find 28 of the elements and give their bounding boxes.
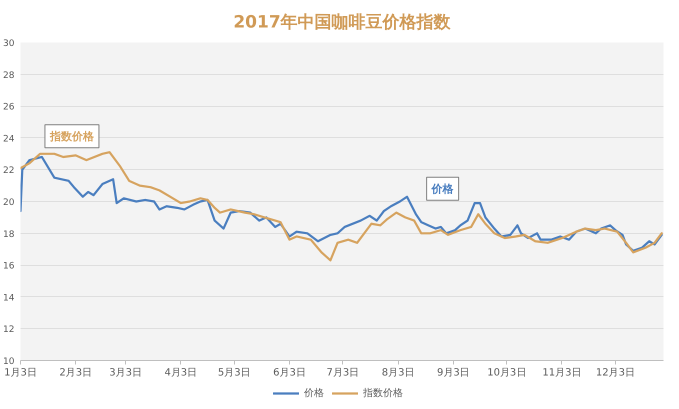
- y-tick-label: 18: [3, 230, 15, 240]
- x-tick-label: 4月3日: [164, 368, 198, 378]
- x-tick-label: 3月3日: [109, 368, 142, 378]
- x-tick-label: 11月3日: [542, 368, 582, 378]
- y-tick-label: 30: [3, 39, 15, 49]
- x-tick-label: 5月3日: [218, 368, 251, 378]
- y-tick-label: 16: [3, 262, 15, 272]
- y-tick-label: 26: [3, 102, 15, 113]
- x-tick-label: 9月3日: [436, 368, 470, 378]
- annotation: 价格: [430, 182, 455, 196]
- x-tick-label: 10月3日: [487, 368, 526, 378]
- x-tick-label: 12月3日: [596, 368, 635, 378]
- chart-title: 2017年中国咖啡豆价格指数: [233, 12, 452, 32]
- y-tick-label: 20: [3, 198, 15, 208]
- legend-label: 指数价格: [363, 386, 403, 400]
- y-tick-label: 28: [3, 70, 15, 81]
- x-tick-label: 8月3日: [382, 368, 414, 378]
- legend-label: 价格: [304, 386, 324, 400]
- x-tick-label: 2月3日: [59, 368, 92, 378]
- y-tick-label: 24: [3, 134, 15, 144]
- x-tick-label: 7月3日: [326, 368, 360, 378]
- x-tick-label: 6月3日: [273, 368, 306, 378]
- y-tick-label: 22: [3, 166, 14, 176]
- x-tick-label: 1月3日: [4, 368, 37, 378]
- y-tick-label: 14: [3, 293, 15, 304]
- annotation: 指数价格: [48, 130, 95, 143]
- y-tick-label: 10: [3, 357, 15, 367]
- y-tick-label: 12: [3, 325, 14, 336]
